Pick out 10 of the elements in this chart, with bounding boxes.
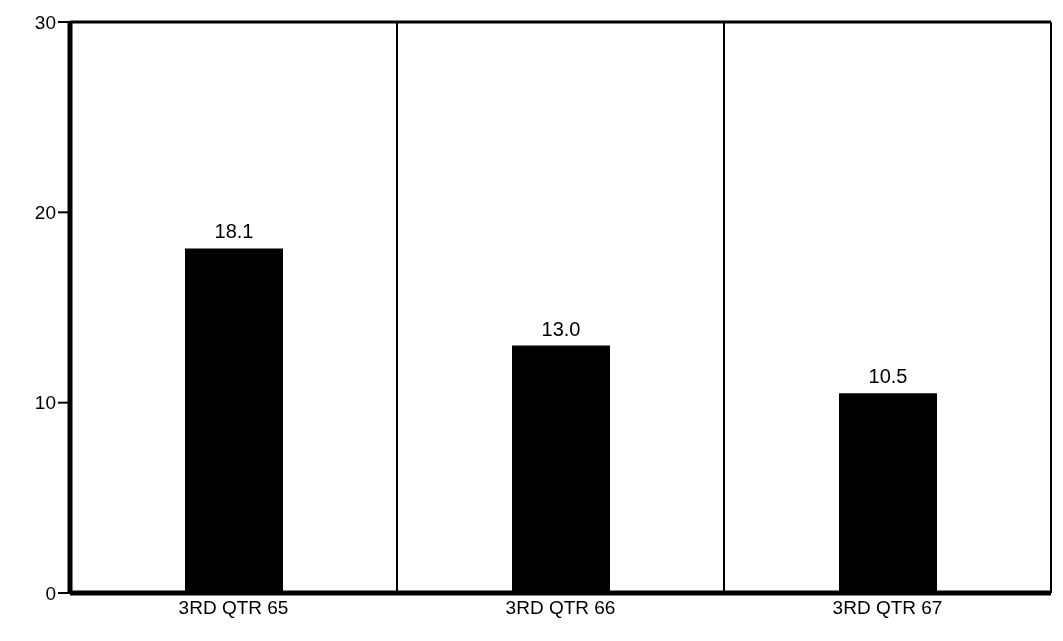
y-tick-label: 10 bbox=[34, 392, 56, 414]
y-tick-label: 0 bbox=[45, 582, 56, 604]
y-tick-label: 20 bbox=[34, 202, 56, 224]
x-tick-label: 3RD QTR 67 bbox=[832, 597, 943, 619]
data-label: 13.0 bbox=[541, 317, 581, 340]
data-label: 10.5 bbox=[868, 365, 908, 388]
x-tick-label: 3RD QTR 65 bbox=[178, 597, 289, 619]
y-tick-label: 30 bbox=[34, 11, 56, 33]
x-tick-label: 3RD QTR 66 bbox=[505, 597, 616, 619]
data-label: 18.1 bbox=[214, 220, 254, 243]
